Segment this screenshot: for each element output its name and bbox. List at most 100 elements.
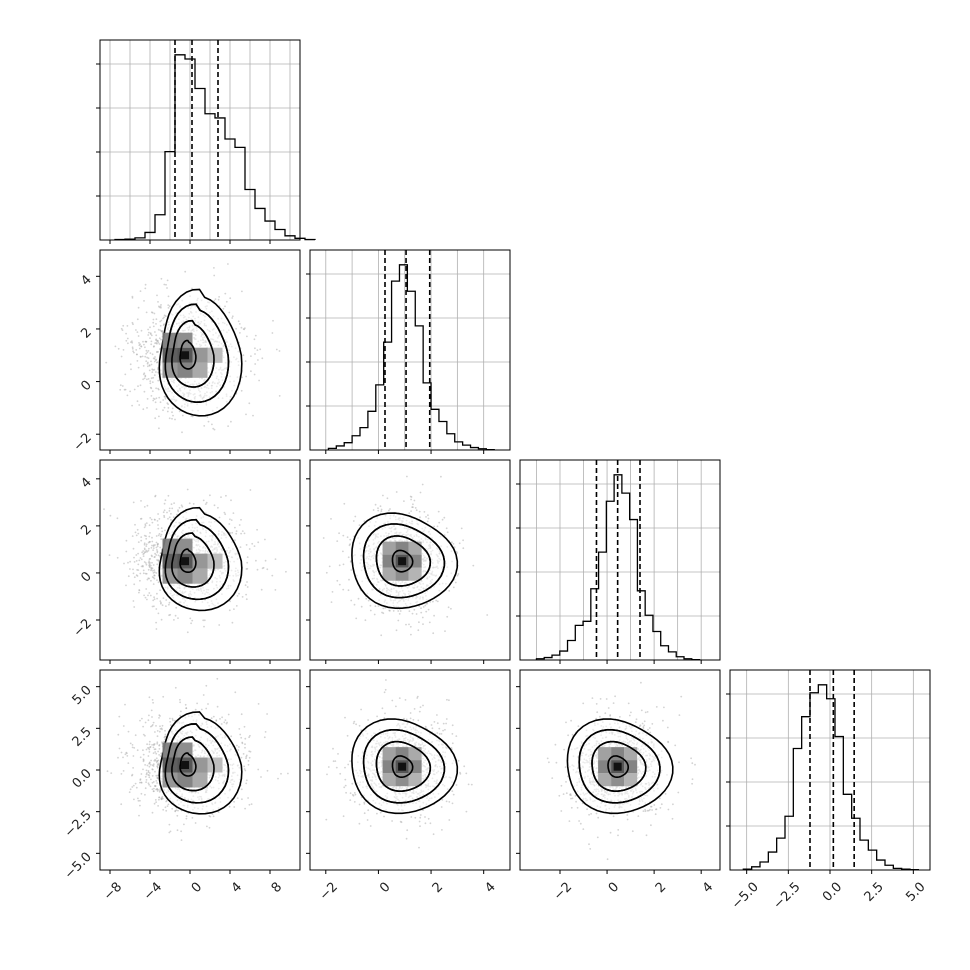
scatter-point (486, 614, 489, 616)
scatter-point (132, 767, 135, 769)
scatter-point (225, 722, 228, 725)
scatter-point (436, 525, 439, 528)
scatter-point (154, 731, 156, 733)
scatter-point (380, 510, 383, 512)
scatter-point (142, 550, 145, 552)
scatter-point (177, 809, 179, 812)
scatter-point (266, 568, 269, 571)
scatter-point (150, 554, 153, 557)
scatter-point (153, 569, 156, 571)
scatter-point (147, 755, 150, 757)
scatter-point (129, 363, 132, 366)
scatter-point (156, 559, 158, 561)
scatter-point (152, 564, 155, 566)
scatter-point (249, 489, 252, 491)
scatter-point (145, 352, 148, 355)
scatter-point (143, 542, 146, 545)
scatter-point (450, 607, 452, 610)
scatter-point (168, 507, 171, 510)
scatter-point (151, 390, 154, 393)
scatter-point (154, 544, 156, 546)
scatter-point (158, 415, 160, 418)
scatter-point (150, 759, 153, 762)
scatter-point (136, 749, 139, 752)
scatter-point (227, 263, 229, 265)
scatter-point (153, 598, 156, 601)
scatter-point (150, 579, 152, 582)
scatter-point (238, 524, 241, 526)
scatter-point (140, 500, 142, 502)
scatter-point (154, 552, 157, 555)
scatter-point (160, 319, 163, 322)
scatter-point (149, 386, 152, 389)
scatter-point (151, 561, 153, 564)
scatter-panel-3-1 (309, 669, 511, 871)
scatter-point (148, 748, 151, 751)
scatter-point (451, 541, 453, 544)
scatter-point (272, 319, 274, 322)
scatter-point (152, 746, 155, 749)
scatter-point (148, 592, 151, 594)
scatter-point (163, 323, 166, 326)
panel-frame (309, 249, 511, 451)
scatter-point (142, 565, 144, 568)
scatter-point (452, 793, 455, 796)
scatter-point (147, 357, 150, 360)
scatter-point (181, 414, 184, 417)
scatter-point (236, 595, 239, 597)
scatter-point (163, 502, 166, 505)
scatter-point (243, 765, 246, 768)
scatter-point (171, 417, 173, 420)
scatter-point (133, 351, 135, 354)
scatter-point (278, 395, 281, 397)
scatter-point (119, 388, 122, 391)
density-cell (408, 567, 422, 581)
scatter-point (134, 734, 137, 737)
scatter-point (191, 619, 194, 622)
scatter-point (151, 744, 154, 746)
scatter-point (126, 337, 129, 340)
scatter-point (152, 763, 155, 766)
scatter-point (420, 607, 422, 610)
scatter-point (445, 722, 447, 725)
scatter-point (155, 788, 158, 791)
scatter-point (158, 717, 160, 719)
scatter-point (236, 797, 239, 799)
density-cell (382, 541, 396, 555)
scatter-point (163, 740, 165, 743)
density-cell (162, 568, 178, 584)
scatter-point (131, 744, 134, 746)
scatter-point (165, 599, 168, 601)
scatter-point (151, 544, 153, 547)
scatter-point (264, 559, 267, 562)
scatter-point (144, 524, 147, 527)
scatter-point (245, 782, 248, 785)
scatter-point (150, 569, 152, 572)
scatter-point (179, 701, 182, 704)
scatter-point (157, 764, 160, 766)
scatter-point (228, 609, 231, 612)
scatter-point (144, 287, 147, 290)
scatter-point (143, 551, 146, 554)
scatter-point (190, 415, 193, 417)
scatter-point (171, 411, 173, 414)
scatter-point (161, 331, 164, 333)
density-peak (181, 557, 189, 566)
scatter-point (412, 503, 414, 506)
scatter-point (250, 370, 252, 373)
scatter-point (142, 725, 145, 728)
scatter-point (152, 357, 155, 360)
scatter-point (156, 350, 159, 353)
density-cell (192, 772, 208, 788)
scatter-point (145, 543, 148, 546)
contour-line (179, 548, 197, 573)
scatter-point (256, 568, 259, 571)
scatter-point (149, 763, 152, 766)
scatter-point (231, 531, 234, 534)
scatter-point (117, 347, 120, 350)
scatter-point (163, 509, 166, 512)
scatter-point (231, 621, 234, 624)
scatter-point (229, 532, 232, 534)
scatter-point (140, 773, 143, 775)
scatter-point (135, 349, 138, 351)
